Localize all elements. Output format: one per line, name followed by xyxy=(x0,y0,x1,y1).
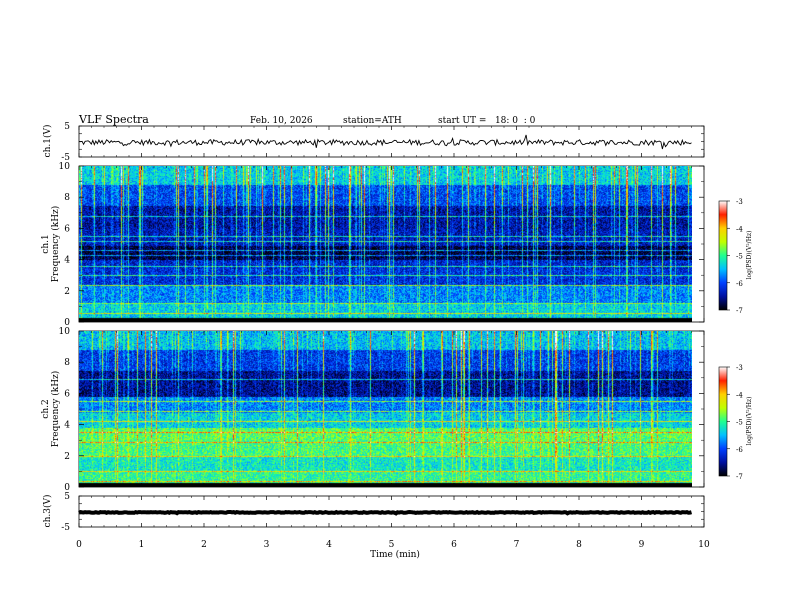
colorbar-tick-label: -3 xyxy=(736,364,743,372)
colorbar-tick-label: -6 xyxy=(736,280,743,288)
x-tick-label: 3 xyxy=(264,540,270,550)
ch3-waveform-trace xyxy=(78,509,693,516)
figure-title: VLF Spectra xyxy=(78,113,149,126)
y-tick-label: 2 xyxy=(64,287,70,297)
ch2-colorbar-label: log(PSD)(V²/Hz) xyxy=(746,397,753,446)
y-tick-label: 6 xyxy=(64,224,70,234)
axis-ticks: 0 1 2 3 4 5 6 7 8 9 105-55-502468100246810-3-4-5-6… xyxy=(59,122,744,550)
y-tick-label: 8 xyxy=(64,358,70,368)
ch2-spectrogram-image xyxy=(79,331,692,487)
station-label: station=ATH xyxy=(343,116,402,126)
date-label: Feb. 10, 2026 xyxy=(250,116,313,126)
colorbar-tick-label: -5 xyxy=(736,253,743,261)
y-tick-label: 10 xyxy=(59,327,71,337)
ch1-spectrogram-ylabel-freq: Frequency (kHz) xyxy=(50,206,61,283)
x-tick-label: 6 xyxy=(451,540,457,550)
ch1-spectrogram-image xyxy=(79,166,692,322)
colorbar-tick-label: -7 xyxy=(736,473,743,481)
y-tick-label: 6 xyxy=(64,389,70,399)
colorbar-tick-label: -4 xyxy=(736,225,743,233)
x-tick-label: 10 xyxy=(698,540,710,550)
ch2-spectrogram-ylabel-freq: Frequency (kHz) xyxy=(50,371,61,448)
y-tick-label: 4 xyxy=(64,421,70,431)
y-tick-label: 8 xyxy=(64,193,70,203)
colorbar-tick-label: -3 xyxy=(736,198,743,206)
x-tick-label: 8 xyxy=(576,540,582,550)
y-tick-label: -5 xyxy=(61,523,70,533)
x-tick-label: 0 xyxy=(76,540,82,550)
y-tick-label: 0 xyxy=(64,483,70,493)
y-tick-label: 10 xyxy=(59,162,71,172)
colorbar-tick-label: -7 xyxy=(736,307,743,315)
colorbar-tick-label: -6 xyxy=(736,446,743,454)
y-tick-label: 5 xyxy=(64,492,70,502)
y-tick-label: 0 xyxy=(64,318,70,328)
ch1-colorbar xyxy=(719,201,727,310)
y-tick-label: -5 xyxy=(61,153,70,163)
y-tick-label: 4 xyxy=(64,256,70,266)
colorbar-tick-label: -4 xyxy=(736,391,743,399)
y-tick-label: 5 xyxy=(64,122,70,132)
ch3-waveform-ylabel: ch.3(V) xyxy=(42,495,53,528)
ch2-spectrogram-ylabel-channel: ch.2 xyxy=(41,399,51,418)
ch1-waveform-trace xyxy=(78,134,692,150)
ch1-colorbar-label: log(PSD)(V²/Hz) xyxy=(746,231,753,280)
x-tick-label: 7 xyxy=(514,540,520,550)
x-tick-label: 4 xyxy=(326,540,332,550)
x-tick-label: 1 xyxy=(139,540,145,550)
y-tick-label: 2 xyxy=(64,452,70,462)
x-axis-label: Time (min) xyxy=(370,549,420,560)
ch1-waveform-ylabel: ch.1(V) xyxy=(42,125,53,158)
start-ut-label: start UT = 18: 0 : 0 xyxy=(438,116,536,126)
colorbar-tick-label: -5 xyxy=(736,419,743,427)
ch1-spectrogram-ylabel-channel: ch.1 xyxy=(41,234,51,253)
x-tick-label: 9 xyxy=(639,540,645,550)
x-tick-label: 5 xyxy=(389,540,395,550)
x-tick-label: 2 xyxy=(201,540,207,550)
ch2-colorbar xyxy=(719,367,727,476)
